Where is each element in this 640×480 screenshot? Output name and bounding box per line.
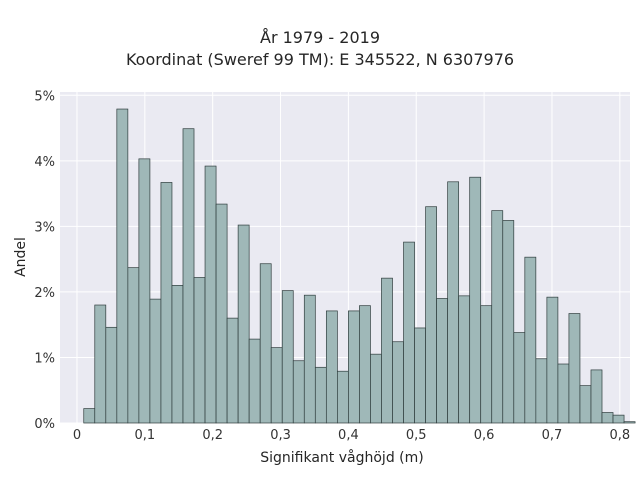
histogram-bar bbox=[127, 267, 140, 424]
x-tick-label: 0 bbox=[73, 428, 81, 443]
histogram-bar bbox=[381, 277, 393, 424]
histogram-bar bbox=[535, 358, 548, 424]
histogram-bar bbox=[392, 341, 404, 424]
x-tick-label: 0,3 bbox=[270, 428, 291, 443]
histogram-bar bbox=[403, 241, 415, 424]
histogram-bar bbox=[259, 263, 272, 424]
x-axis-label: Signifikant våghöjd (m) bbox=[260, 449, 423, 466]
histogram-bar bbox=[601, 412, 614, 424]
histogram-bar bbox=[116, 108, 129, 424]
histogram-bar bbox=[425, 206, 437, 424]
histogram-bar bbox=[579, 385, 592, 424]
histogram-bar bbox=[138, 158, 151, 424]
histogram-bar bbox=[557, 363, 570, 424]
histogram-bar bbox=[590, 369, 603, 424]
histogram-bar bbox=[237, 224, 250, 424]
chart-subtitle: Koordinat (Sweref 99 TM): E 345522, N 63… bbox=[125, 50, 515, 69]
histogram-bar bbox=[491, 210, 504, 424]
x-tick-label: 0,8 bbox=[609, 428, 630, 443]
histogram-bars bbox=[83, 108, 636, 424]
histogram-bar bbox=[568, 313, 581, 424]
histogram-bar bbox=[171, 285, 184, 424]
histogram-bar bbox=[502, 220, 515, 424]
x-tick-label: 0,1 bbox=[134, 428, 155, 443]
y-tick-label: 0% bbox=[34, 417, 55, 432]
histogram-bar bbox=[436, 298, 448, 424]
histogram-bar bbox=[105, 326, 118, 424]
histogram-bar bbox=[480, 305, 493, 424]
histogram-bar bbox=[281, 290, 294, 424]
chart-title-block: År 1979 - 2019 Koordinat (Sweref 99 TM):… bbox=[0, 27, 640, 71]
histogram-bar bbox=[546, 296, 559, 424]
x-tick-label: 0,5 bbox=[406, 428, 427, 443]
histogram-bar bbox=[325, 310, 338, 424]
x-axis-ticks: 0 0,1 0,2 0,3 0,4 0,5 0,6 0,7 0,8 bbox=[73, 428, 630, 443]
histogram-bar bbox=[193, 277, 206, 424]
histogram-bar bbox=[447, 181, 460, 424]
histogram-bar bbox=[370, 353, 382, 424]
y-tick-label: 2% bbox=[34, 286, 55, 301]
y-axis-label: Andel bbox=[13, 237, 29, 277]
histogram-bar bbox=[204, 165, 217, 424]
histogram-bar bbox=[513, 332, 526, 424]
histogram-bar bbox=[182, 128, 195, 424]
histogram-bar bbox=[623, 421, 636, 424]
histogram-bar bbox=[303, 294, 316, 424]
y-tick-label: 4% bbox=[34, 155, 55, 170]
x-tick-label: 0,4 bbox=[338, 428, 359, 443]
histogram-bar bbox=[270, 347, 283, 424]
histogram-bar bbox=[469, 176, 482, 424]
y-tick-label: 3% bbox=[34, 220, 55, 235]
chart-title: År 1979 - 2019 bbox=[260, 28, 380, 47]
histogram-bar bbox=[215, 203, 228, 424]
histogram-bar bbox=[83, 408, 96, 424]
histogram-bar bbox=[458, 295, 471, 424]
x-tick-label: 0,6 bbox=[474, 428, 495, 443]
histogram-bar bbox=[314, 366, 327, 424]
histogram-bar bbox=[226, 317, 239, 424]
histogram-bar bbox=[160, 182, 173, 424]
histogram-bar bbox=[612, 414, 625, 424]
histogram-bar bbox=[94, 304, 107, 424]
histogram-bar bbox=[149, 298, 162, 424]
histogram-bar bbox=[248, 338, 261, 424]
histogram-bar bbox=[348, 310, 360, 424]
x-tick-label: 0,2 bbox=[202, 428, 223, 443]
y-axis-ticks: 0% 1% 2% 3% 4% 5% bbox=[34, 89, 55, 432]
histogram-bar bbox=[292, 360, 305, 424]
y-tick-label: 5% bbox=[34, 89, 55, 104]
histogram-bar bbox=[414, 327, 426, 424]
histogram-bar bbox=[524, 256, 537, 424]
y-tick-label: 1% bbox=[34, 351, 55, 366]
x-tick-label: 0,7 bbox=[542, 428, 563, 443]
histogram-bar bbox=[359, 305, 371, 424]
histogram-bar bbox=[337, 370, 349, 424]
